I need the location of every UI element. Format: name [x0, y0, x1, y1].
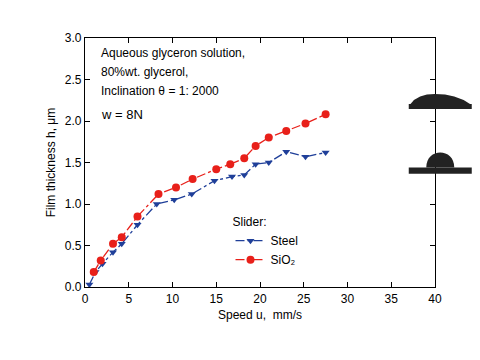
svg-text:2.0: 2.0: [65, 114, 82, 128]
svg-text:1.5: 1.5: [65, 156, 82, 170]
svg-text:40: 40: [428, 292, 442, 306]
svg-text:0.5: 0.5: [65, 239, 82, 253]
svg-text:30: 30: [341, 292, 355, 306]
svg-text:Steel: Steel: [271, 234, 298, 248]
svg-text:1.0: 1.0: [65, 197, 82, 211]
svg-text:Inclination θ = 1: 2000: Inclination θ = 1: 2000: [101, 84, 219, 98]
svg-text:25: 25: [297, 292, 311, 306]
svg-text:0: 0: [82, 292, 89, 306]
svg-text:20: 20: [253, 292, 267, 306]
svg-text:80%wt. glycerol,: 80%wt. glycerol,: [101, 65, 188, 79]
svg-text:w = 8N: w = 8N: [101, 107, 143, 122]
svg-text:SiO₂: SiO₂: [271, 253, 296, 267]
svg-text:Speed u, mm/s: Speed u, mm/s: [218, 308, 302, 322]
svg-text:3.0: 3.0: [65, 31, 82, 45]
svg-text:Slider:: Slider:: [233, 215, 267, 229]
svg-text:Aqueous glyceron solution,: Aqueous glyceron solution,: [101, 46, 245, 60]
svg-text:5: 5: [125, 292, 132, 306]
svg-text:10: 10: [166, 292, 180, 306]
svg-text:2.5: 2.5: [65, 73, 82, 87]
svg-text:35: 35: [385, 292, 399, 306]
svg-text:0.0: 0.0: [65, 280, 82, 294]
svg-text:Film thickness h, μm: Film thickness h, μm: [44, 108, 58, 218]
svg-text:15: 15: [210, 292, 224, 306]
